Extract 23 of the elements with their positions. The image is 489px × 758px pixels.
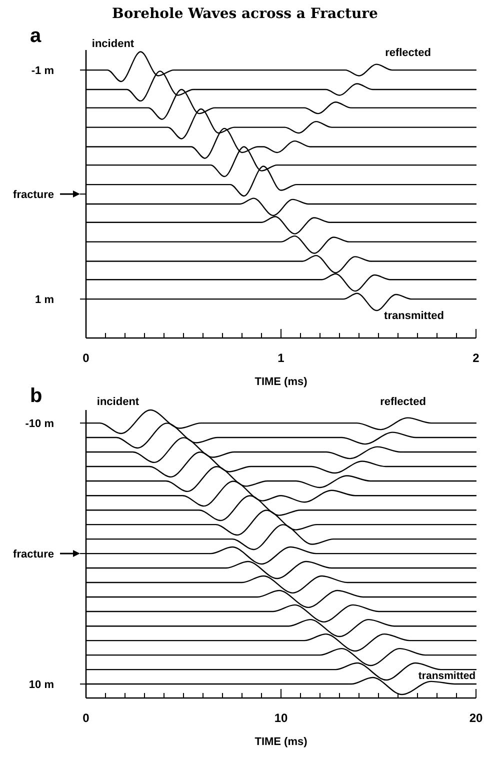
y-tick-label: 1 m <box>35 294 54 306</box>
x-axis-title: TIME (ms) <box>254 376 308 388</box>
x-tick-label: 0 <box>82 711 90 725</box>
text: incident <box>96 396 140 408</box>
x-tick-label: 0 <box>82 351 90 365</box>
annotation: incident <box>92 38 134 50</box>
text: b <box>30 385 42 407</box>
y-tick-label: fracture <box>13 548 54 560</box>
annotation: reflected <box>385 47 431 59</box>
text: reflected <box>380 396 426 408</box>
annotation: transmitted <box>418 670 476 682</box>
text: a <box>30 25 42 47</box>
x-tick-label: 1 <box>278 351 285 365</box>
x-axis-title: TIME (ms) <box>254 736 308 748</box>
x-tick-label: 2 <box>472 351 480 365</box>
y-tick-label: 10 m <box>28 678 54 691</box>
annotation: transmitted <box>384 310 444 322</box>
y-tick-label: -1 m <box>31 64 54 77</box>
x-tick-label: 20 <box>469 711 483 725</box>
y-tick-label: fracture <box>13 188 54 201</box>
chart-title: Borehole Waves across a Fracture <box>112 6 378 22</box>
x-tick-label: 10 <box>274 711 288 725</box>
y-tick-label: -10 m <box>25 418 54 430</box>
